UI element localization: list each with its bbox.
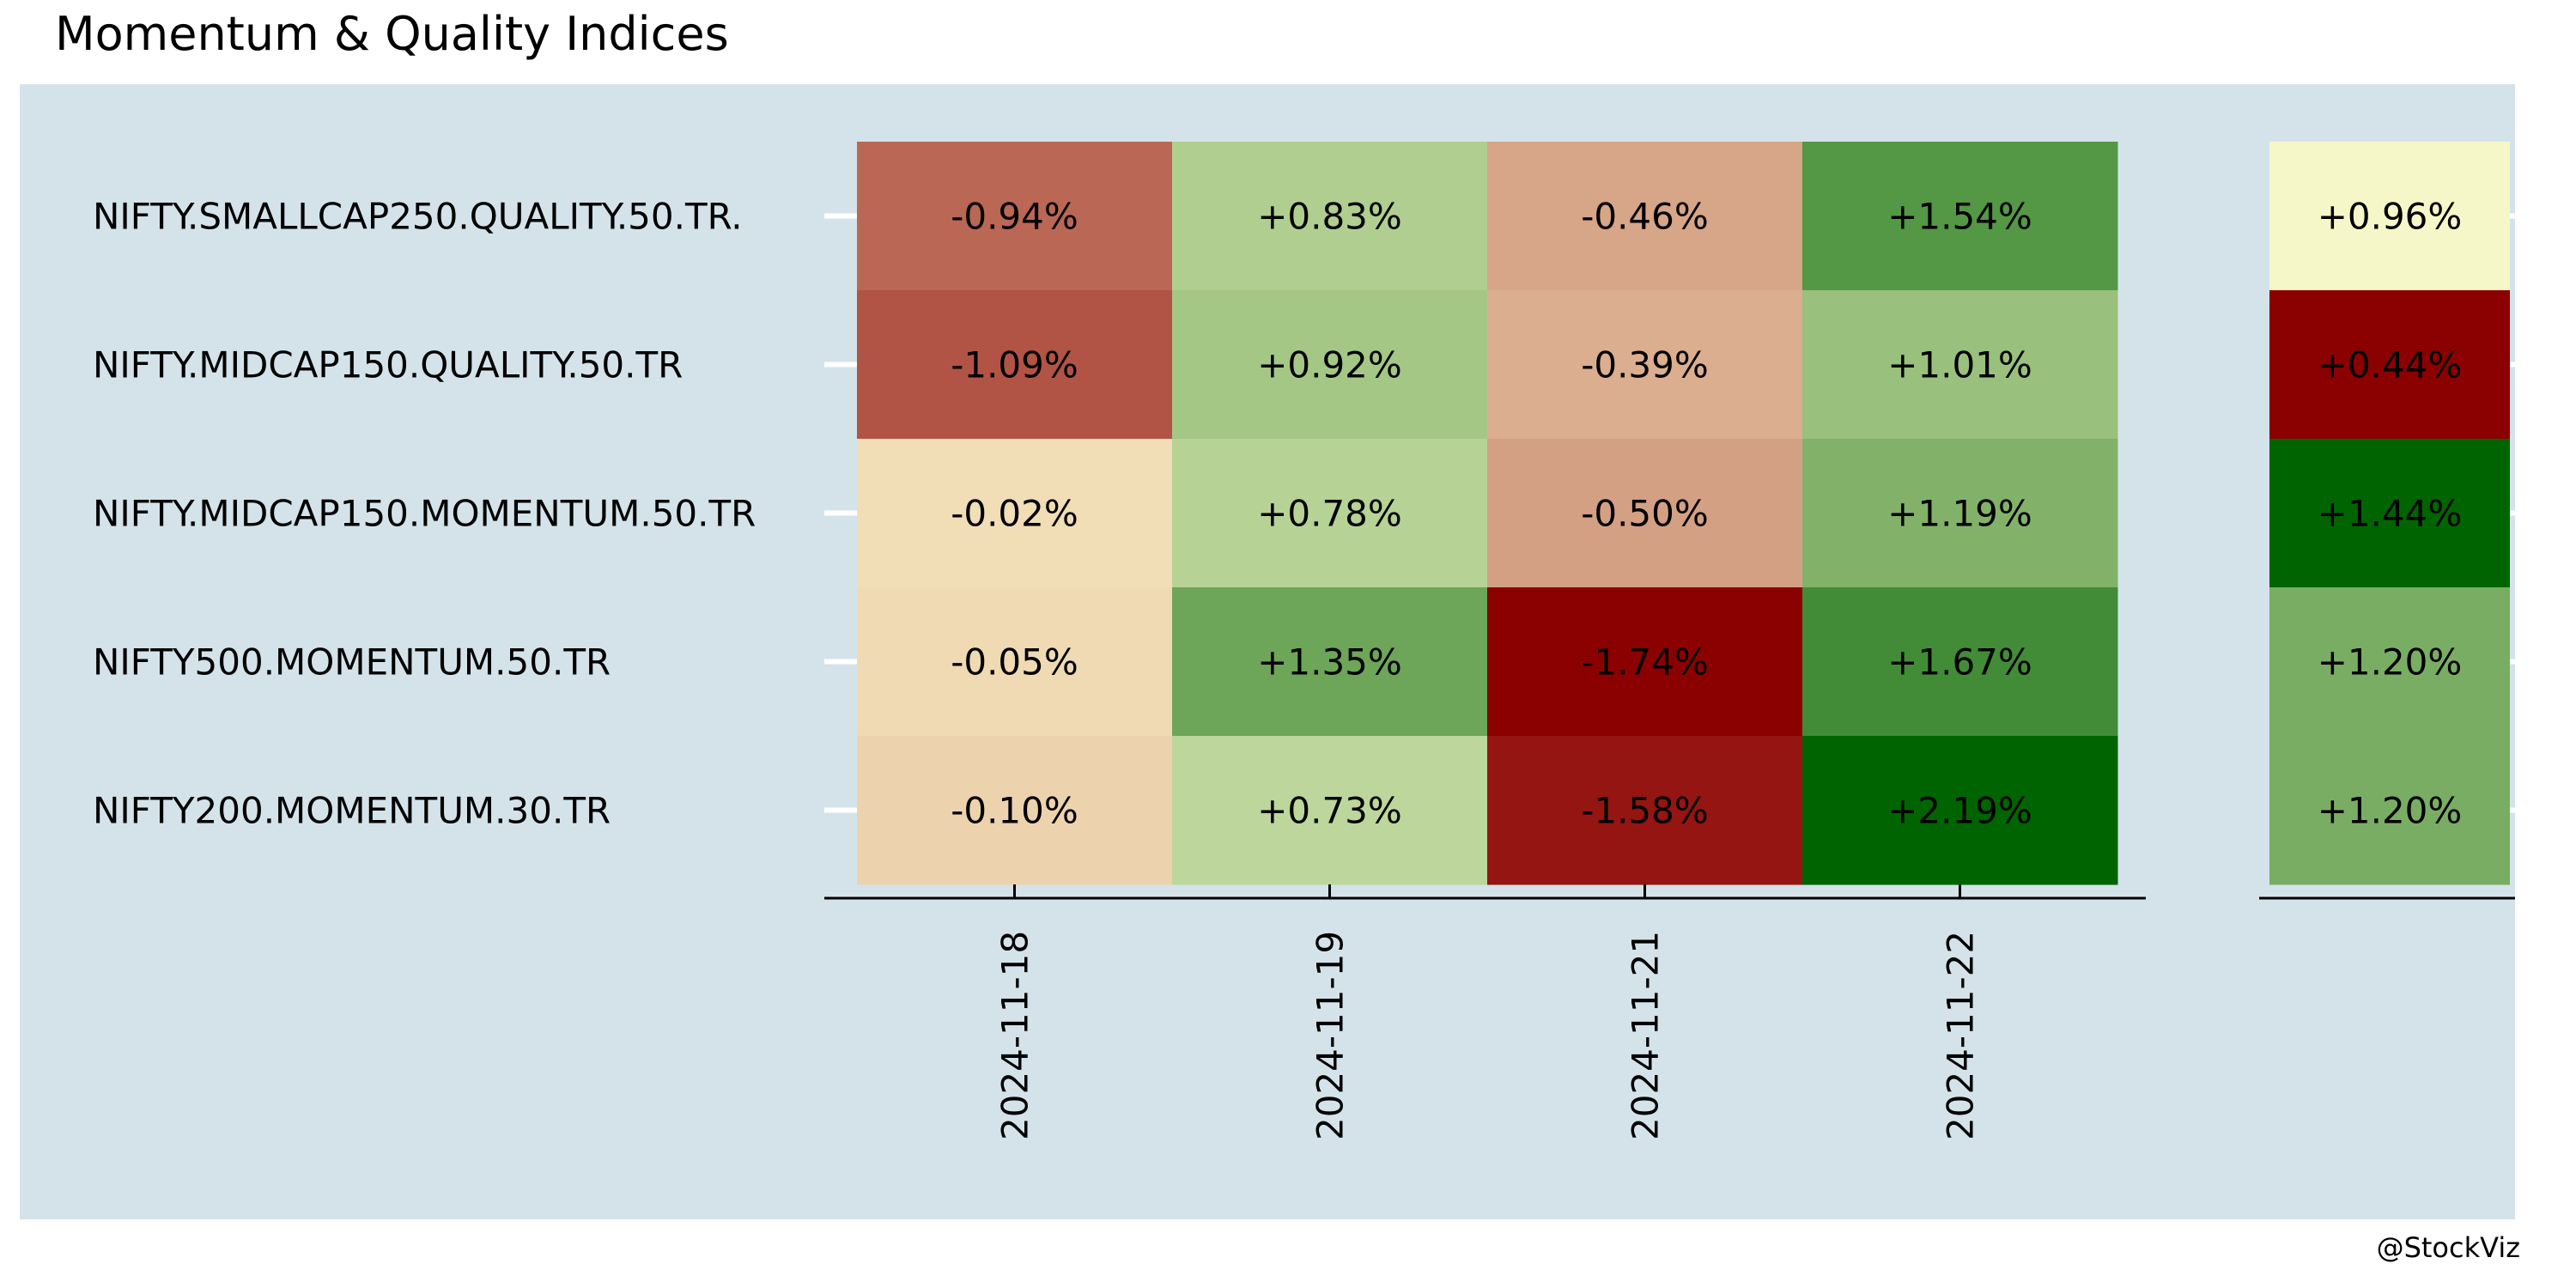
heatmap-cell [1802, 587, 2118, 737]
heatmap-cell-label: -0.94% [951, 196, 1078, 238]
heatmap-cell [1172, 290, 1488, 440]
side-heatmap-cell [2269, 587, 2510, 737]
heatmap-cell [857, 736, 1173, 885]
side-heatmap-cell-label: +0.96% [2318, 196, 2463, 238]
main-heatmap: -0.94% +0.83% -0.46% +1.54% -1.09% +0.92% -0.3… [857, 142, 2118, 885]
x-axes [824, 884, 2515, 900]
side-heatmap-cell-label: +1.20% [2318, 641, 2463, 683]
heatmap-cell-label: +0.92% [1257, 344, 1402, 386]
heatmap-cell [1802, 439, 2118, 588]
heatmap-cell-label: +1.01% [1887, 344, 2032, 386]
chart-panel: NIFTY.SMALLCAP250.QUALITY.50.TR. NIFTY.MI… [20, 84, 2515, 1219]
side-heatmap: +0.96% +0.44% +1.44% +1.20% +1.20% [2269, 142, 2510, 885]
heatmap-cell [1802, 290, 2118, 440]
row-label: NIFTY.MIDCAP150.QUALITY.50.TR [93, 344, 683, 386]
heatmap-cell [857, 290, 1173, 440]
heatmap-cell [1802, 736, 2118, 885]
heatmap-cell [1487, 587, 1803, 737]
heatmap-cell-label: -0.10% [951, 790, 1078, 832]
heatmap-cell-label: +1.54% [1887, 196, 2032, 238]
heatmap-cell [1172, 142, 1488, 291]
x-axis-tick-label: 2024-11-21 [1625, 931, 1667, 1140]
heatmap-cell-label: -0.46% [1581, 196, 1709, 238]
heatmap-cell [1172, 439, 1488, 588]
side-heatmap-cell [2269, 439, 2510, 588]
side-heatmap-cell [2269, 142, 2510, 291]
heatmap-cell-label: -0.02% [951, 493, 1078, 535]
side-heatmap-cell [2269, 290, 2510, 440]
side-heatmap-cell [2269, 736, 2510, 885]
heatmap-cell-label: +0.73% [1257, 790, 1402, 832]
row-label: NIFTY.MIDCAP150.MOMENTUM.50.TR [93, 493, 756, 535]
heatmap-cell [1487, 439, 1803, 588]
row-label: NIFTY200.MOMENTUM.30.TR [93, 790, 611, 832]
side-heatmap-cell-label: +1.44% [2318, 493, 2463, 535]
heatmap-cell-label: +1.67% [1887, 641, 2032, 683]
row-labels: NIFTY.SMALLCAP250.QUALITY.50.TR. NIFTY.MI… [93, 196, 756, 832]
x-axis-tick-label: 2024-11-19 [1309, 931, 1352, 1140]
heatmap-cell-label: +2.19% [1887, 790, 2032, 832]
chart-title: Momentum & Quality Indices [55, 7, 729, 61]
credit-text: @StockViz [2376, 1231, 2520, 1264]
heatmap-cell [1172, 587, 1488, 737]
heatmap-cell-label: +1.19% [1887, 493, 2032, 535]
heatmap-cell [857, 142, 1173, 291]
heatmap-cell-label: -0.50% [1581, 493, 1709, 535]
side-heatmap-cell-label: +1.20% [2318, 790, 2463, 832]
row-tick-marks [824, 213, 2515, 813]
heatmap-cell-label: -0.39% [1581, 344, 1709, 386]
x-axis-tick-label: 2024-11-22 [1940, 931, 1982, 1140]
heatmap-cell-label: -0.05% [951, 641, 1078, 683]
heatmap-cell [857, 587, 1173, 737]
heatmap-cell [1487, 736, 1803, 885]
row-label: NIFTY.SMALLCAP250.QUALITY.50.TR. [93, 196, 743, 238]
heatmap-cell-label: +0.78% [1257, 493, 1402, 535]
heatmap-cell [1802, 142, 2118, 291]
row-label: NIFTY500.MOMENTUM.50.TR [93, 641, 611, 683]
heatmap-cell [857, 439, 1173, 588]
column-labels: 2024-11-18 2024-11-19 2024-11-21 2024-11-22 [994, 931, 1982, 1140]
heatmap-chart: NIFTY.SMALLCAP250.QUALITY.50.TR. NIFTY.MI… [20, 84, 2515, 1219]
heatmap-cell [1487, 290, 1803, 440]
heatmap-cell-label: +0.83% [1257, 196, 1402, 238]
x-axis-tick-label: 2024-11-18 [994, 931, 1036, 1140]
heatmap-cell-label: -1.74% [1581, 641, 1709, 683]
heatmap-cell-label: -1.09% [951, 344, 1078, 386]
heatmap-cell-label: -1.58% [1581, 790, 1709, 832]
heatmap-cell [1487, 142, 1803, 291]
side-heatmap-cell-label: +0.44% [2318, 344, 2463, 386]
heatmap-cell-label: +1.35% [1257, 641, 1402, 683]
heatmap-cell [1172, 736, 1488, 885]
